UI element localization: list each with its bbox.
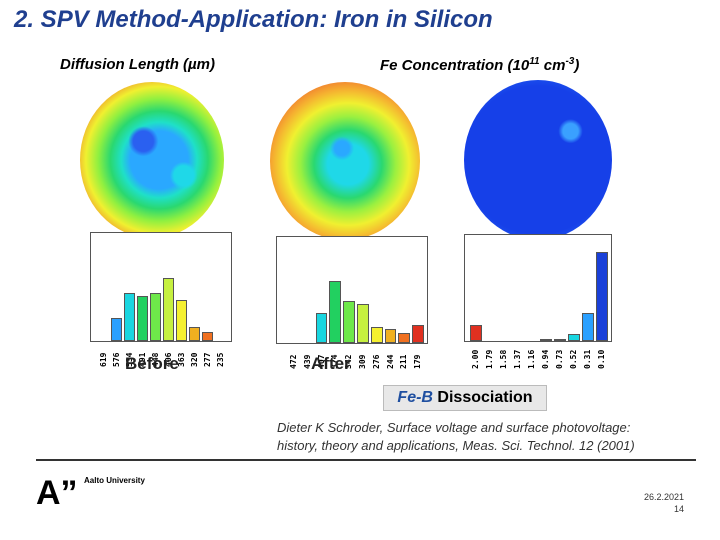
after-bar — [412, 324, 424, 343]
fe-tick-label: 1.16 — [527, 349, 536, 369]
histogram-before — [90, 232, 232, 342]
before-tick-label: 576 — [111, 352, 121, 367]
before-bar — [137, 296, 148, 341]
fe-header-exp: 11 — [529, 56, 540, 67]
fe-b-dissociation-box: Fe-B Dissociation — [383, 385, 547, 411]
histogram-fe-plot — [469, 239, 609, 341]
fe-tick-label: 0.73 — [555, 349, 564, 369]
fe-tick-label: 0.94 — [541, 349, 550, 369]
after-bar — [315, 313, 328, 343]
page-number: 14 — [673, 504, 684, 514]
before-bar — [202, 331, 213, 341]
aalto-logo-text: Aalto University — [84, 476, 145, 485]
wafer-map-after — [270, 82, 420, 240]
aalto-logo-mark: A” — [36, 474, 78, 512]
wafer-map-before — [80, 82, 224, 238]
after-label: After — [311, 354, 351, 373]
before-bar — [150, 293, 161, 341]
fe-header-unit: cm — [539, 57, 566, 74]
citation: Dieter K Schroder, Surface voltage and s… — [277, 419, 717, 455]
fe-tick-label: 0.52 — [569, 349, 578, 369]
fe-tick-label: 0.10 — [597, 349, 606, 369]
before-tick-label: 277 — [202, 352, 212, 367]
before-tick-label: 320 — [189, 352, 199, 367]
dissociation-text: Dissociation — [432, 389, 533, 406]
wafer-map-fe — [464, 80, 612, 240]
fe-tick-label: 1.37 — [513, 349, 522, 369]
after-bar — [343, 301, 355, 343]
before-tick-label: 619 — [98, 352, 108, 367]
fe-tick-label: 0.31 — [583, 349, 592, 369]
after-bar — [329, 280, 342, 343]
after-tick-label: 211 — [399, 354, 409, 369]
after-tick-label: 309 — [357, 354, 367, 369]
histogram-after-ticks: 472 439 407 374 342 309 276 244 211 179 — [286, 345, 424, 375]
footer-date-page: 26.2.2021 14 — [600, 491, 684, 515]
after-tick-label: 472 — [288, 354, 298, 369]
after-bar — [357, 304, 369, 343]
diffusion-length-header: Diffusion Length (µm) — [60, 56, 216, 73]
fe-header-main: Fe Concentration (10 — [380, 57, 530, 74]
fe-tick-label: 1.79 — [485, 349, 494, 369]
histogram-fe-ticks: 2.00 1.79 1.58 1.37 1.16 0.94 0.73 0.52 0.31 0.10 — [468, 345, 608, 375]
before-label: Before — [125, 354, 179, 373]
histogram-fe — [464, 234, 612, 342]
after-bar — [384, 328, 397, 343]
histogram-after-plot — [287, 241, 425, 343]
after-bar — [370, 326, 383, 343]
fe-bar — [554, 339, 566, 341]
fe-tick-label: 1.58 — [499, 349, 508, 369]
fe-bar — [596, 252, 608, 341]
fe-b-text: Fe-B — [397, 389, 433, 406]
fe-header-close: ) — [574, 57, 580, 74]
before-bar — [111, 318, 122, 341]
citation-line-1: Dieter K Schroder, Surface voltage and s… — [277, 420, 631, 435]
fe-bar — [582, 313, 594, 341]
histogram-before-plot — [97, 237, 227, 341]
slide-date: 26.2.2021 — [643, 492, 684, 502]
citation-line-2: history, theory and applications, Meas. … — [277, 438, 635, 453]
before-tick-label: 235 — [215, 352, 225, 367]
fe-header-unit-exp: -3 — [565, 56, 575, 67]
after-tick-label: 244 — [385, 354, 395, 369]
before-bar — [176, 300, 187, 341]
footer-divider — [36, 459, 696, 461]
before-bar — [124, 293, 135, 341]
histogram-after — [276, 236, 428, 344]
before-bar — [189, 327, 200, 341]
fe-bar — [568, 333, 580, 341]
before-bar — [163, 277, 174, 341]
fe-bar — [540, 339, 552, 341]
after-tick-label: 179 — [413, 354, 423, 369]
slide-title: 2. SPV Method-Application: Iron in Silic… — [14, 6, 493, 33]
after-tick-label: 276 — [371, 354, 381, 369]
fe-tick-label: 2.00 — [471, 349, 480, 369]
fe-bar — [470, 324, 482, 341]
after-bar — [398, 332, 411, 343]
fe-concentration-header: Fe Concentration (1011 cm-3) — [380, 56, 579, 74]
